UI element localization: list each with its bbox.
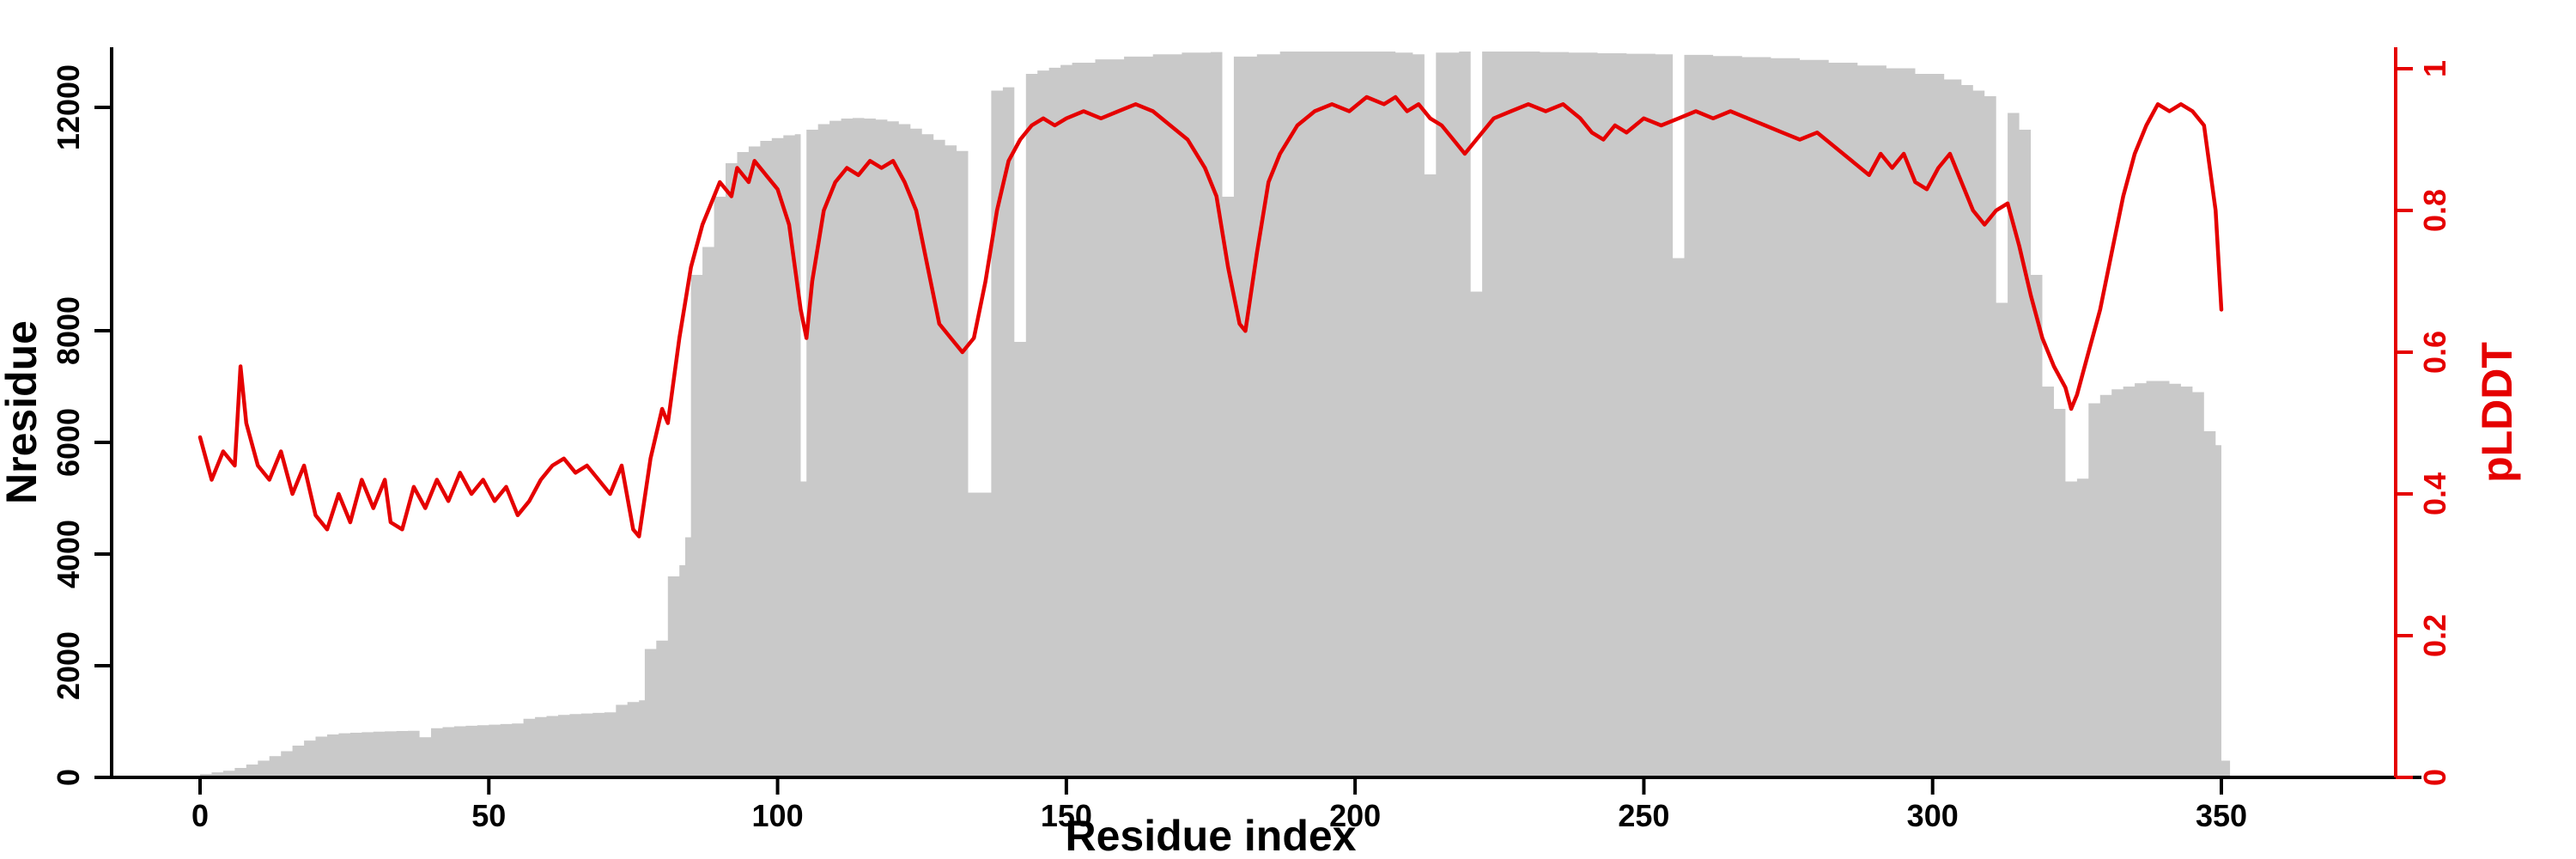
left-axis-title: Nresidue bbox=[0, 320, 46, 504]
x-tick-label: 200 bbox=[1329, 798, 1381, 833]
nresidue-bar-silhouette bbox=[200, 52, 2231, 777]
right-tick-label: 0 bbox=[2417, 769, 2452, 786]
x-axis-title: Residue index bbox=[1066, 812, 1357, 859]
nresidue-bars-series bbox=[200, 52, 2231, 777]
axis-ticks: 0 50 100 150 200 250 300 350 0 2000 4000 6000 8000 12… bbox=[51, 60, 2452, 833]
left-tick-label: 12000 bbox=[51, 64, 86, 150]
left-tick-label: 6000 bbox=[51, 408, 86, 477]
left-tick-label: 2000 bbox=[51, 631, 86, 700]
right-tick-label: 0.8 bbox=[2417, 189, 2452, 232]
x-tick-label: 50 bbox=[471, 798, 506, 833]
x-tick-label: 150 bbox=[1041, 798, 1092, 833]
right-tick-label: 0.2 bbox=[2417, 614, 2452, 657]
x-tick-label: 0 bbox=[191, 798, 209, 833]
right-axis-title: pLDDT bbox=[2473, 342, 2521, 483]
left-tick-label: 0 bbox=[51, 769, 86, 786]
left-tick-label: 4000 bbox=[51, 520, 86, 588]
right-tick-label: 0.6 bbox=[2417, 331, 2452, 374]
x-tick-label: 100 bbox=[752, 798, 804, 833]
right-tick-label: 0.4 bbox=[2417, 472, 2452, 515]
x-tick-label: 350 bbox=[2196, 798, 2247, 833]
right-tick-label: 1 bbox=[2417, 60, 2452, 77]
x-tick-label: 250 bbox=[1618, 798, 1669, 833]
left-tick-label: 8000 bbox=[51, 296, 86, 365]
x-tick-label: 300 bbox=[1907, 798, 1959, 833]
plddt-line-series bbox=[197, 94, 2224, 539]
